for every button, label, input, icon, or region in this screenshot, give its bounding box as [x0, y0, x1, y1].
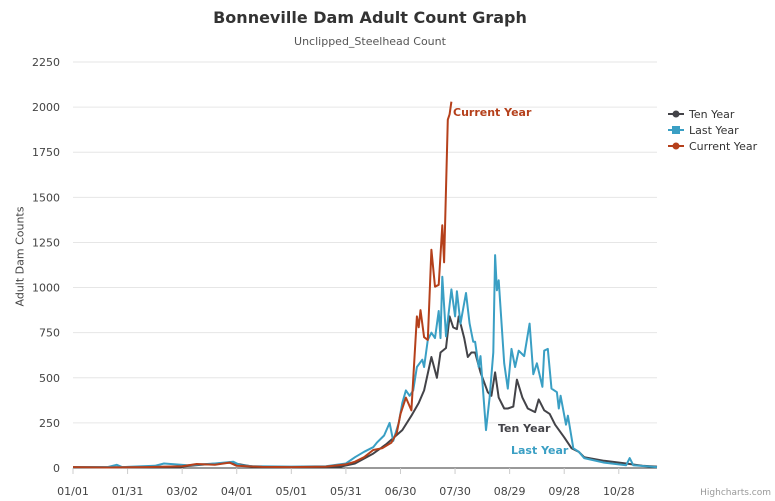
x-tick-label: 05/01: [275, 485, 307, 498]
legend-item-current-year[interactable]: Current Year: [668, 138, 757, 154]
square-marker-icon: [668, 126, 684, 134]
x-tick-label: 05/31: [330, 485, 362, 498]
legend-label: Current Year: [689, 139, 758, 153]
y-tick-label: 1750: [32, 146, 60, 159]
ten-year-annotation: Ten Year: [498, 422, 551, 435]
x-tick-label: 04/01: [221, 485, 253, 498]
x-tick-label: 09/28: [548, 485, 580, 498]
x-tick-label: 07/30: [439, 485, 471, 498]
x-tick-label: 08/29: [494, 485, 526, 498]
x-tick-label: 01/01: [57, 485, 89, 498]
legend-item-ten-year[interactable]: Ten Year: [668, 106, 757, 122]
legend-item-last-year[interactable]: Last Year: [668, 122, 757, 138]
y-tick-label: 1250: [32, 236, 60, 249]
legend-label: Ten Year: [689, 107, 735, 121]
chart-subtitle: Unclipped_Steelhead Count: [294, 35, 446, 48]
x-tick-label: 10/28: [603, 485, 635, 498]
y-tick-label: 500: [39, 372, 60, 385]
ten-year-series-line: [72, 315, 658, 469]
chart-title: Bonneville Dam Adult Count Graph: [213, 8, 527, 27]
x-tick-label: 01/31: [112, 485, 144, 498]
circle-marker-icon: [668, 110, 684, 118]
last-year-series-line: [73, 254, 658, 469]
x-tick-label: 03/02: [166, 485, 198, 498]
y-tick-label: 2250: [32, 56, 60, 69]
y-tick-label: 750: [39, 327, 60, 340]
current-year-annotation: Current Year: [453, 106, 532, 119]
legend-label: Last Year: [689, 123, 739, 137]
last-year-annotation: Last Year: [511, 444, 569, 457]
circle-marker-icon: [668, 142, 684, 150]
y-tick-label: 2000: [32, 101, 60, 114]
legend: Ten Year Last Year Current Year: [668, 106, 757, 154]
credits-link[interactable]: Highcharts.com: [700, 488, 771, 498]
current-year-series-line: [72, 101, 453, 469]
y-tick-label: 250: [39, 417, 60, 430]
y-tick-label: 1500: [32, 191, 60, 204]
y-tick-label: 0: [53, 462, 60, 475]
x-tick-label: 06/30: [385, 485, 417, 498]
y-tick-label: 1000: [32, 282, 60, 295]
